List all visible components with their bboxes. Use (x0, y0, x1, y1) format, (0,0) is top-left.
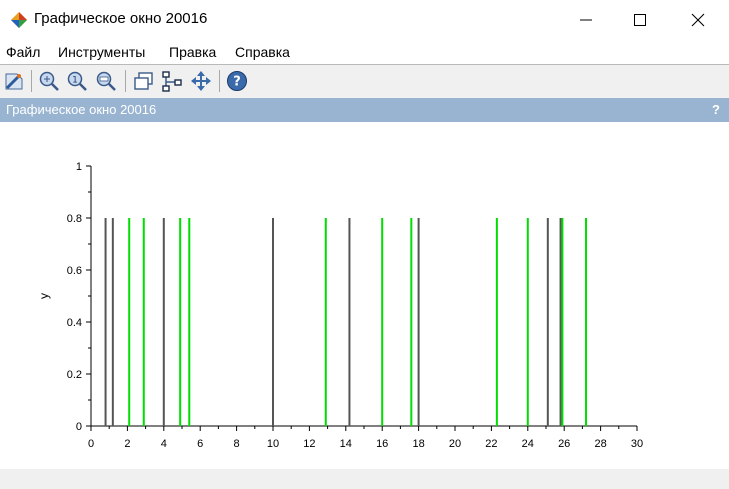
menu-divider (0, 64, 729, 65)
x-tick-label: 24 (522, 438, 534, 450)
toolbar-separator (125, 70, 126, 92)
menu-help[interactable]: Справка (235, 44, 290, 60)
toolbar-separator (219, 70, 220, 92)
menu-edit[interactable]: Правка (169, 44, 217, 60)
window-title: Графическое окно 20016 (34, 10, 208, 27)
rotate-icon[interactable] (133, 70, 155, 92)
close-icon (691, 13, 705, 27)
x-tick-label: 6 (197, 438, 203, 450)
menu-file[interactable]: Файл (6, 44, 41, 60)
datatip-manager-icon[interactable] (161, 70, 183, 92)
figure-header-title: Графическое окно 20016 (6, 102, 157, 117)
y-axis-label: y (37, 293, 51, 299)
y-tick-label: 0.6 (67, 265, 82, 277)
toolbar-separator (31, 70, 32, 92)
plot-area: 0 2 4 6 8 10 12 14 16 18 20 22 24 26 28 30 0 0.2 0.4 0.6 0.8… (0, 122, 729, 469)
svg-text:?: ? (233, 75, 241, 90)
minimize-icon (580, 19, 592, 21)
figure-header: Графическое окно 20016 ? (0, 98, 729, 122)
y-tick-label: 1 (76, 161, 82, 173)
x-tick-label: 16 (376, 438, 388, 450)
x-tick-label: 30 (631, 438, 643, 450)
x-tick-label: 2 (124, 438, 130, 450)
zoom-icon[interactable] (38, 70, 60, 92)
zoom-out-icon[interactable] (95, 70, 117, 92)
minimize-button[interactable] (563, 0, 609, 40)
datatip-icon[interactable] (3, 70, 25, 92)
x-tick-label: 0 (88, 438, 94, 450)
help-icon[interactable]: ? (226, 70, 248, 92)
maximize-icon (634, 14, 646, 26)
x-tick-label: 8 (234, 438, 240, 450)
x-tick-label: 18 (412, 438, 424, 450)
zoom-original-icon[interactable]: 1 (66, 70, 88, 92)
menu-bar: Файл Инструменты Правка Справка (0, 40, 729, 64)
y-tick-label: 0.2 (67, 369, 82, 381)
x-tick-label: 22 (485, 438, 497, 450)
chart: 0 2 4 6 8 10 12 14 16 18 20 22 24 26 28 3000.20.40.60.8… (37, 161, 643, 450)
close-button[interactable] (675, 0, 721, 40)
svg-text:1: 1 (72, 76, 78, 86)
maximize-button[interactable] (617, 0, 663, 40)
menu-tools[interactable]: Инструменты (58, 44, 146, 60)
x-tick-label: 14 (340, 438, 352, 450)
pan-icon[interactable] (190, 70, 212, 92)
x-tick-label: 4 (161, 438, 167, 450)
x-tick-label: 26 (558, 438, 570, 450)
title-bar: Графическое окно 20016 (0, 0, 729, 40)
toolbar: 1 ? (0, 65, 729, 98)
y-tick-label: 0.8 (67, 213, 82, 225)
x-tick-label: 20 (449, 438, 461, 450)
x-tick-label: 10 (267, 438, 279, 450)
x-tick-label: 12 (303, 438, 315, 450)
x-tick-label: 28 (594, 438, 606, 450)
y-tick-label: 0 (76, 421, 82, 433)
status-strip (0, 469, 729, 489)
y-tick-label: 0.4 (67, 317, 82, 329)
figure-help-button[interactable]: ? (712, 102, 720, 117)
scilab-app-icon (11, 12, 27, 28)
